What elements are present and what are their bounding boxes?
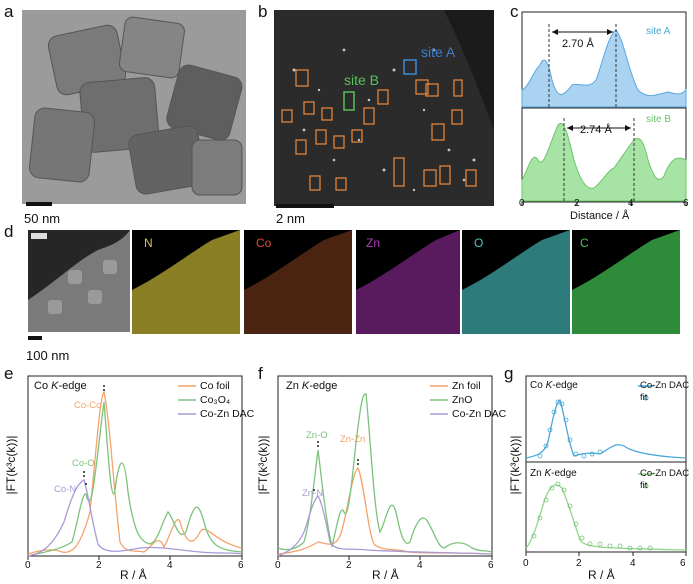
c-xtick-4: 4 [628, 198, 634, 209]
panel-label-e: e [4, 364, 14, 383]
eds-map-c [572, 230, 680, 334]
g-bottom-legend-0: Co-Zn DAC [640, 468, 690, 479]
e-ylabel: |FT(k³c(k))| [4, 435, 18, 495]
e-title: Co K-edge [34, 380, 87, 392]
haadf-overview-image [28, 230, 130, 332]
eds-map-co [244, 230, 352, 334]
g-top-title-post: -edge [552, 380, 578, 391]
c-xtick-6: 6 [683, 198, 689, 209]
c-xtick-2: 2 [574, 198, 580, 209]
scale-bar-b [276, 204, 334, 208]
intensity-profile-chart [521, 11, 687, 206]
scale-text-d: 100 nm [26, 348, 70, 363]
e-title-post: -edge [58, 380, 87, 392]
f-ylabel: |FT(k³c(k))| [256, 435, 270, 495]
dist-a-label: 2.70 Å [562, 38, 594, 50]
g-bottom-title-pre: Zn [530, 468, 545, 479]
panel-label-d: d [4, 222, 14, 241]
g-top-legend-0: Co-Zn DAC [640, 380, 690, 391]
haadf-stem-image [274, 10, 494, 206]
zn-kedge-chart [277, 375, 493, 560]
e-legend-2: Co-Zn DAC [200, 408, 255, 420]
panel-label-f: f [258, 364, 263, 383]
g-xtick-4: 4 [630, 558, 636, 569]
f-xlabel: R / Å [372, 568, 399, 582]
e-title-k: K [51, 380, 59, 392]
scale-text-a: 50 nm [24, 211, 61, 226]
f-legend-1: ZnO [452, 394, 473, 406]
eds-label-zn: Zn [366, 236, 381, 250]
f-annot-zno: Zn-O [306, 430, 328, 441]
g-top-title-k: K [545, 380, 553, 391]
eds-map-n [132, 230, 240, 334]
site-a-label: site A [421, 44, 456, 60]
e-xtick-0: 0 [25, 560, 31, 571]
eds-label-o: O [474, 236, 484, 250]
eds-label-c: C [580, 236, 589, 250]
f-annot-znzn: Zn-Zn [340, 434, 366, 445]
g-bottom-title: Zn K-edge [530, 468, 577, 479]
eds-label-n: N [144, 236, 153, 250]
e-xlabel: R / Å [120, 568, 147, 582]
f-title-post: -edge [309, 380, 338, 392]
g-bottom-legend-1: fit [640, 480, 648, 491]
c-xlabel: Distance / Å [570, 210, 630, 222]
panel-label-a: a [4, 2, 14, 21]
site-b-label: site B [344, 72, 380, 88]
g-bottom-title-k: K [544, 468, 552, 479]
f-xtick-0: 0 [275, 560, 281, 571]
f-legend-2: Co-Zn DAC [452, 408, 507, 420]
scale-text-b: 2 nm [276, 211, 305, 226]
g-ylabel: |FT(k³c(k))| [508, 435, 522, 495]
site-a-profile-label: site A [646, 26, 671, 37]
dist-b-label: 2.74 Å [580, 124, 612, 136]
f-xtick-2: 2 [346, 560, 352, 571]
g-xtick-6: 6 [680, 558, 686, 569]
e-legend-0: Co foil [200, 380, 230, 392]
f-title-k: K [301, 380, 310, 392]
f-xtick-4: 4 [417, 560, 423, 571]
g-xtick-0: 0 [523, 558, 529, 569]
scale-bar-a [26, 202, 52, 206]
f-title: Zn K-edge [286, 380, 337, 392]
g-xlabel: R / Å [588, 568, 615, 582]
fit-chart [525, 375, 687, 556]
eds-label-co: Co [256, 236, 272, 250]
site-b-profile-label: site B [646, 114, 672, 125]
f-legend-0: Zn foil [452, 380, 481, 392]
tem-image [22, 10, 246, 204]
co-kedge-chart [27, 375, 243, 560]
g-bottom-title-post: -edge [551, 468, 577, 479]
panel-label-b: b [258, 2, 268, 21]
c-xtick-0: 0 [519, 198, 525, 209]
e-xtick-2: 2 [96, 560, 102, 571]
e-xtick-4: 4 [167, 560, 173, 571]
e-title-pre: Co [34, 380, 52, 392]
g-top-title-pre: Co [530, 380, 546, 391]
f-xtick-6: 6 [488, 560, 494, 571]
eds-map-o [462, 230, 570, 334]
eds-map-zn [356, 230, 460, 334]
e-annot-coo: Co-O [72, 458, 95, 469]
panel-label-c: c [510, 2, 519, 21]
f-title-pre: Zn [286, 380, 302, 392]
e-annot-coco: Co-Co [74, 400, 102, 411]
g-top-title: Co K-edge [530, 380, 578, 391]
e-legend-1: Co₃O₄ [200, 394, 231, 406]
panel-label-g: g [504, 364, 514, 383]
e-annot-con: Co-N [54, 484, 77, 495]
e-xtick-6: 6 [238, 560, 244, 571]
g-xtick-2: 2 [576, 558, 582, 569]
g-top-legend-1: fit [640, 392, 648, 403]
scale-bar-d [28, 336, 42, 340]
f-annot-znn: Zn-N [302, 488, 324, 499]
